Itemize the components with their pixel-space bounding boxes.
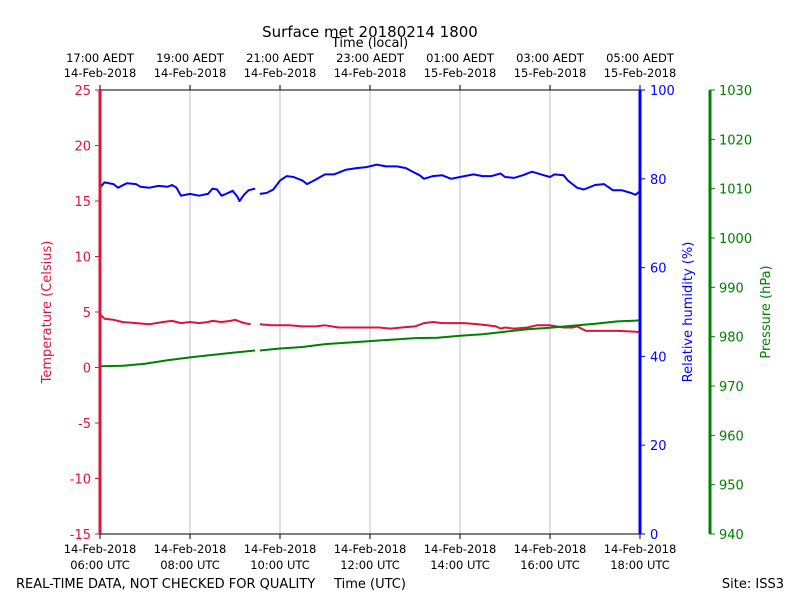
x-tick-label-date: 14-Feb-2018 (514, 542, 587, 556)
pressure-series-line (259, 319, 641, 352)
top-x-tick-label-time: 19:00 AEDT (156, 51, 225, 65)
top-x-tick-label-time: 21:00 AEDT (246, 51, 315, 65)
pressure-tick-label: 1000 (719, 232, 752, 247)
temperature-axis-label: Temperature (Celsius) (40, 241, 55, 385)
quality-disclaimer: REAL-TIME DATA, NOT CHECKED FOR QUALITY (16, 577, 315, 592)
humidity-axis-label: Relative humidity (%) (681, 242, 696, 383)
x-tick-label-date: 14-Feb-2018 (604, 542, 677, 556)
humidity-series-line (259, 163, 641, 196)
top-x-tick-label-time: 23:00 AEDT (336, 51, 405, 65)
top-x-tick-label-date: 15-Feb-2018 (424, 66, 497, 80)
temperature-tick-label: 15 (74, 195, 91, 210)
pressure-axis-label: Pressure (hPa) (759, 265, 774, 358)
top-x-tick-label-date: 14-Feb-2018 (154, 66, 227, 80)
pressure-tick-label: 970 (719, 380, 744, 395)
x-tick-label-time: 08:00 UTC (160, 558, 220, 572)
pressure-tick-label: 980 (719, 331, 744, 346)
x-tick-label-date: 14-Feb-2018 (244, 542, 317, 556)
temperature-tick-label: -10 (70, 473, 91, 488)
pressure-series-line (99, 349, 256, 368)
top-x-tick-label-time: 03:00 AEDT (516, 51, 585, 65)
x-tick-label-date: 14-Feb-2018 (154, 542, 227, 556)
axes: -15 -10 -5 0 5 10 15 20 25 0 20 40 60 80 100 940 950 960 9… (64, 51, 752, 572)
top-x-tick-label-time: 17:00 AEDT (66, 51, 135, 65)
series-lines (99, 163, 641, 368)
temperature-series-line (259, 321, 641, 333)
pressure-tick-label: 1030 (719, 84, 752, 99)
temperature-tick-label: -15 (70, 528, 91, 543)
temperature-tick-label: 25 (74, 84, 91, 99)
pressure-tick-label: 960 (719, 429, 744, 444)
pressure-tick-label: 990 (719, 281, 744, 296)
gridlines (189, 90, 551, 534)
x-tick-label-time: 16:00 UTC (520, 558, 580, 572)
pressure-tick-label: 1010 (719, 183, 752, 198)
x-tick-label-time: 10:00 UTC (250, 558, 310, 572)
x-axis-label: Time (UTC) (333, 577, 406, 592)
humidity-tick-label: 60 (650, 262, 667, 277)
humidity-tick-label: 20 (650, 439, 667, 454)
top-x-tick-label-time: 01:00 AEDT (426, 51, 495, 65)
temperature-tick-label: 5 (83, 306, 91, 321)
humidity-tick-label: 80 (650, 173, 667, 188)
top-x-tick-label-time: 05:00 AEDT (606, 51, 675, 65)
temperature-tick-label: -5 (78, 417, 91, 432)
chart-title: Surface met 20180214 1800 (262, 23, 478, 41)
temperature-tick-label: 20 (74, 140, 91, 155)
x-tick-label-date: 14-Feb-2018 (334, 542, 407, 556)
top-x-tick-label-date: 14-Feb-2018 (244, 66, 317, 80)
x-tick-label-time: 18:00 UTC (610, 558, 670, 572)
x-tick-label-date: 14-Feb-2018 (64, 542, 137, 556)
humidity-tick-label: 0 (650, 528, 658, 543)
pressure-tick-label: 940 (719, 528, 744, 543)
x-tick-label-time: 14:00 UTC (430, 558, 490, 572)
top-x-tick-label-date: 15-Feb-2018 (514, 66, 587, 80)
x-tick-label-date: 14-Feb-2018 (424, 542, 497, 556)
top-axis-label: Time (local) (331, 36, 408, 51)
top-x-tick-label-date: 15-Feb-2018 (604, 66, 677, 80)
temperature-tick-label: 0 (83, 362, 91, 377)
top-x-tick-label-date: 14-Feb-2018 (334, 66, 407, 80)
pressure-tick-label: 950 (719, 479, 744, 494)
humidity-tick-label: 40 (650, 350, 667, 365)
x-tick-label-time: 12:00 UTC (340, 558, 400, 572)
temperature-tick-label: 10 (74, 251, 91, 266)
humidity-series-line (99, 181, 256, 202)
pressure-tick-label: 1020 (719, 133, 752, 148)
humidity-tick-label: 100 (650, 84, 675, 99)
site-label: Site: ISS3 (722, 577, 784, 592)
x-tick-label-time: 06:00 UTC (70, 558, 130, 572)
top-x-tick-label-date: 14-Feb-2018 (64, 66, 137, 80)
temperature-series-line (99, 313, 251, 326)
